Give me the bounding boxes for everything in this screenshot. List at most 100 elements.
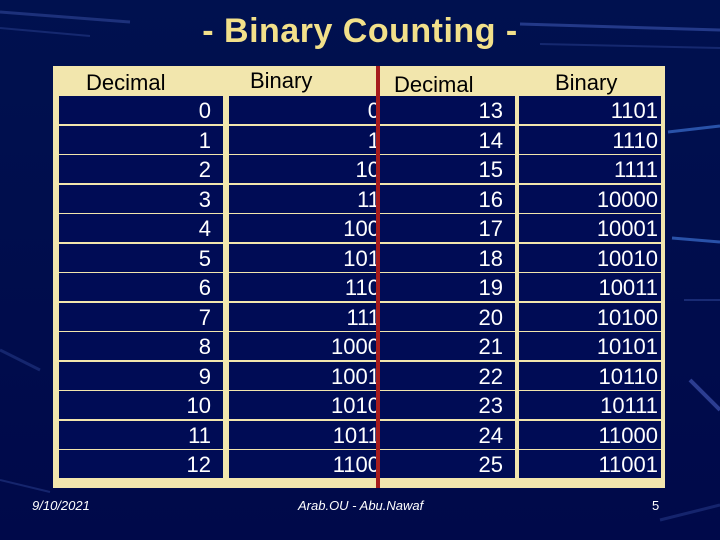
- table-cell-bg: [519, 391, 661, 419]
- decimal-value-right: 19: [478, 275, 503, 300]
- binary-value-right: 10110: [598, 363, 658, 389]
- table-cell-bg: [381, 96, 515, 124]
- table-cell-bg: [519, 332, 661, 360]
- table-cell-bg: [519, 96, 661, 124]
- table-cell-bg: [519, 125, 661, 154]
- table-cell-bg: [381, 155, 515, 183]
- table-cell-bg: [381, 125, 515, 154]
- column-divider: [376, 66, 380, 488]
- table-cell-bg: [59, 125, 223, 154]
- binary-counting-table: Decimal Binary Decimal Binary 0 0 1 1 2 10 3 11…: [53, 66, 665, 488]
- decimal-value-left: 3: [198, 186, 211, 212]
- table-cell-bg: [381, 332, 515, 360]
- table-cell-bg: [381, 184, 515, 213]
- table-cell-bg: [59, 184, 223, 213]
- table-cell-bg: [381, 302, 515, 331]
- decimal-value-right: 13: [478, 98, 503, 123]
- decimal-value-left: 6: [198, 275, 211, 300]
- decimal-value-left: 5: [198, 245, 211, 271]
- binary-value-right: 1111: [613, 157, 658, 182]
- binary-value-right: 10000: [596, 186, 658, 212]
- decimal-value-right: 24: [478, 422, 503, 448]
- binary-value-left: 1010: [331, 393, 380, 418]
- footer-author: Arab.OU - Abu.Nawaf: [298, 498, 424, 513]
- decimal-value-right: 25: [478, 452, 503, 477]
- table-cell-bg: [59, 96, 223, 124]
- binary-value-left: 110: [344, 275, 380, 300]
- table-cell-bg: [59, 361, 223, 390]
- table-cell-bg: [519, 214, 661, 242]
- table-cell-bg: [519, 184, 661, 213]
- binary-value-left: 1100: [332, 452, 380, 477]
- table-cell-bg: [519, 450, 661, 478]
- binary-value-left: 10: [355, 157, 380, 182]
- table-cell-bg: [381, 450, 515, 478]
- decimal-value-right: 17: [478, 216, 503, 241]
- binary-value-left: 0: [367, 98, 380, 123]
- binary-value-right: 1110: [612, 127, 658, 153]
- decimal-value-left: 2: [198, 157, 211, 182]
- decimal-value-right: 15: [478, 157, 503, 182]
- table-cell-bg: [381, 243, 515, 272]
- decimal-value-right: 21: [478, 334, 503, 359]
- decimal-value-right: 20: [478, 304, 503, 330]
- decimal-value-left: 7: [198, 304, 211, 330]
- decimal-value-right: 22: [478, 363, 503, 389]
- table-cell-bg: [59, 420, 223, 449]
- table-cell-bg: [59, 391, 223, 419]
- table-cell-bg: [59, 332, 223, 360]
- table-cell-bg: [519, 155, 661, 183]
- table-cell-bg: [381, 361, 515, 390]
- binary-value-right: 1101: [610, 98, 658, 123]
- decimal-value-right: 16: [478, 186, 503, 212]
- binary-value-right: 10100: [596, 304, 658, 330]
- binary-value-right: 10101: [596, 334, 658, 359]
- decimal-value-left: 10: [186, 393, 211, 418]
- table-cell-bg: [59, 243, 223, 272]
- binary-value-left: 1011: [332, 422, 380, 448]
- table-cell-bg: [381, 391, 515, 419]
- decimal-value-left: 0: [198, 98, 211, 123]
- decimal-value-left: 1: [198, 127, 211, 153]
- binary-value-right: 10011: [598, 275, 658, 300]
- slide-title: - Binary Counting -: [202, 12, 518, 50]
- binary-value-left: 11: [357, 186, 380, 212]
- table-cell-bg: [59, 155, 223, 183]
- binary-value-right: 10010: [596, 245, 658, 271]
- table-cell-bg: [519, 243, 661, 272]
- page-number: 5: [652, 498, 660, 513]
- binary-value-right: 11000: [598, 422, 658, 448]
- binary-value-right: 11001: [598, 452, 658, 477]
- header-binary-left: Binary: [250, 68, 313, 93]
- footer-date: 9/10/2021: [32, 498, 90, 513]
- binary-value-right: 10001: [596, 216, 658, 241]
- decimal-value-left: 9: [198, 363, 211, 389]
- binary-value-right: 10111: [600, 393, 658, 418]
- table-cell-bg: [381, 214, 515, 242]
- table-cell-bg: [519, 420, 661, 449]
- header-decimal-left: Decimal: [86, 70, 166, 95]
- decimal-value-right: 14: [478, 127, 503, 153]
- decimal-value-right: 23: [478, 393, 503, 418]
- decimal-value-left: 12: [186, 452, 211, 477]
- decimal-value-left: 8: [198, 334, 211, 359]
- binary-value-left: 111: [346, 304, 380, 330]
- header-binary-right: Binary: [555, 70, 618, 95]
- binary-value-left: 101: [343, 245, 380, 271]
- table-cell-bg: [59, 273, 223, 301]
- table-cell-bg: [381, 273, 515, 301]
- decimal-value-right: 18: [478, 245, 503, 271]
- decimal-value-left: 11: [188, 422, 211, 448]
- table-cell-bg: [59, 214, 223, 242]
- binary-value-left: 1000: [331, 334, 380, 359]
- table-cell-bg: [519, 361, 661, 390]
- binary-value-left: 100: [343, 216, 380, 241]
- table-cell-bg: [519, 273, 661, 301]
- decimal-value-left: 4: [198, 216, 211, 241]
- binary-value-left: 1001: [331, 363, 380, 389]
- table-cell-bg: [59, 302, 223, 331]
- table-cell-bg: [381, 420, 515, 449]
- table-cell-bg: [59, 450, 223, 478]
- table-cell-bg: [519, 302, 661, 331]
- binary-value-left: 1: [367, 127, 380, 153]
